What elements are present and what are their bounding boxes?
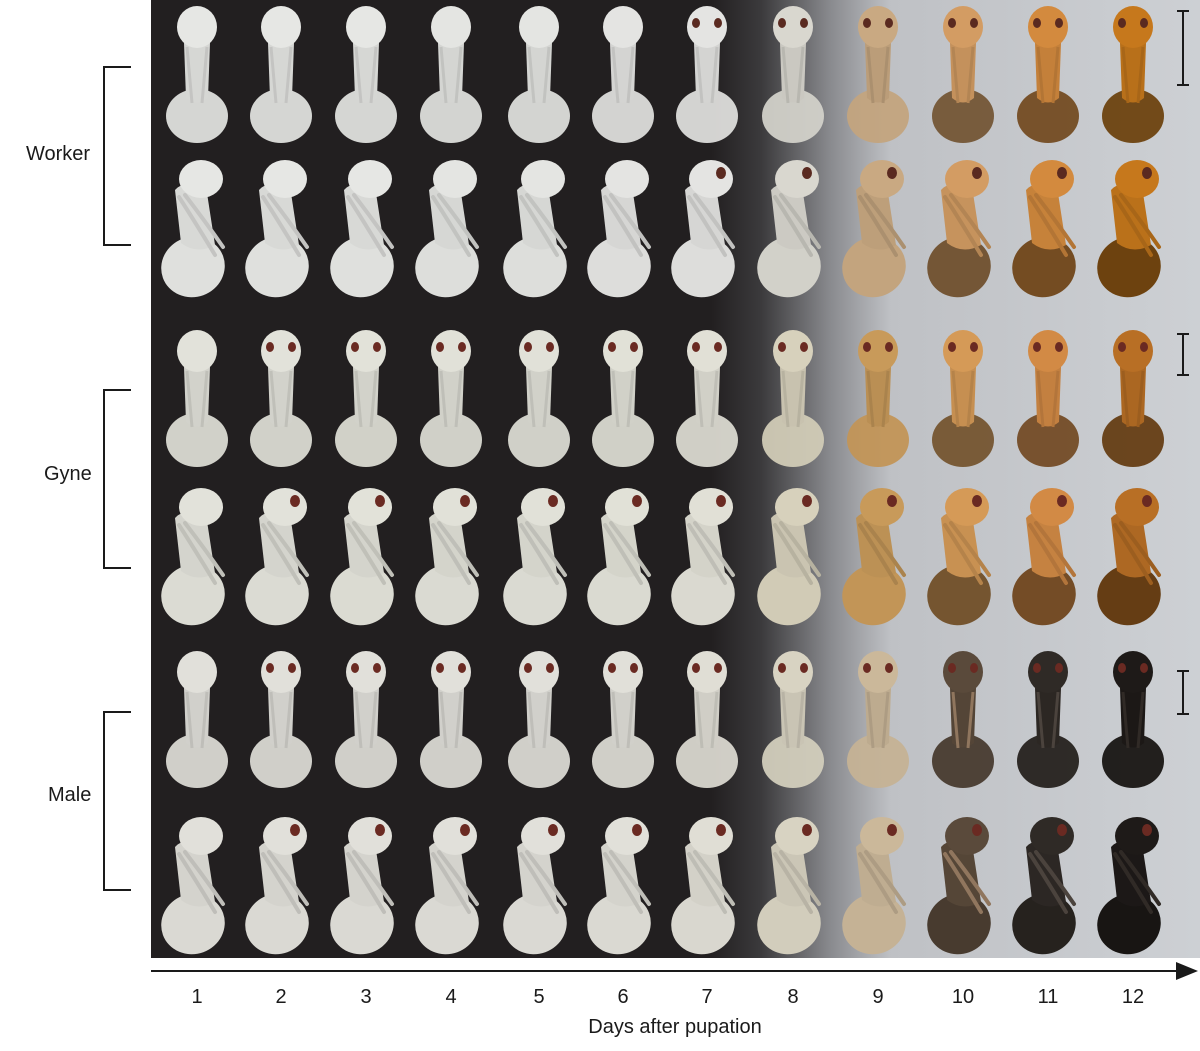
pupa-worker-side-day-4 [415,160,479,298]
x-axis-title: Days after pupation [588,1016,762,1038]
pupa-worker-front-day-1 [166,6,228,143]
pupa-male-front-day-3 [335,651,397,788]
pupa-worker-side-day-2 [245,160,309,298]
pupa-gyne-front-day-4 [420,330,482,467]
day-tick-9: 9 [872,986,884,1008]
day-tick-4: 4 [445,986,457,1008]
pupa-worker-front-day-12 [1102,6,1164,143]
pupa-male-front-day-7 [676,651,738,788]
pupa-gyne-front-day-6 [592,330,654,467]
pupa-male-side-day-4 [415,817,479,955]
pupa-male-front-day-11 [1017,651,1079,788]
pupa-gyne-front-day-12 [1102,330,1164,467]
pupa-male-side-day-11 [1012,817,1076,955]
pupa-gyne-side-day-9 [842,488,906,626]
pupa-male-side-day-10 [927,817,991,955]
time-axis-arrowhead [1176,962,1198,980]
caste-label-worker: Worker [26,143,91,165]
pupa-male-side-day-3 [330,817,394,955]
pupa-gyne-side-day-11 [1012,488,1076,626]
pupa-worker-side-day-3 [330,160,394,298]
pupa-worker-side-day-6 [587,160,651,298]
pupa-worker-side-day-11 [1012,160,1076,298]
day-tick-5: 5 [533,986,545,1008]
pupa-gyne-front-day-10 [932,330,994,467]
pupa-gyne-side-day-7 [671,488,735,626]
caste-label-male: Male [48,784,92,806]
pupa-worker-side-day-7 [671,160,735,298]
day-tick-8: 8 [787,986,799,1008]
pupa-worker-front-day-4 [420,6,482,143]
pupa-worker-side-day-5 [503,160,567,298]
pupa-male-front-day-9 [847,651,909,788]
day-tick-11: 11 [1037,986,1059,1008]
pupa-gyne-side-day-2 [245,488,309,626]
pupa-worker-front-day-10 [932,6,994,143]
pupa-worker-side-day-9 [842,160,906,298]
pupa-gyne-front-day-7 [676,330,738,467]
scale-bar-worker [1177,10,1189,86]
day-tick-1: 1 [191,986,203,1008]
day-tick-12: 12 [1121,986,1145,1008]
pupa-male-front-day-1 [166,651,228,788]
pupa-gyne-side-day-8 [757,488,821,626]
pupa-gyne-front-day-1 [166,330,228,467]
time-axis-line [151,970,1178,972]
pupa-male-side-day-1 [161,817,225,955]
pupa-male-side-day-12 [1097,817,1161,955]
scale-bar-male [1177,670,1189,715]
bracket-gyne [103,389,131,569]
specimen-photo-panel [151,0,1200,958]
day-tick-3: 3 [360,986,372,1008]
pupa-male-front-day-12 [1102,651,1164,788]
pupa-gyne-side-day-10 [927,488,991,626]
pupa-worker-side-day-12 [1097,160,1161,298]
pupa-male-front-day-2 [250,651,312,788]
pupa-gyne-front-day-11 [1017,330,1079,467]
pupa-gyne-front-day-5 [508,330,570,467]
pupa-male-side-day-7 [671,817,735,955]
pupa-gyne-side-day-12 [1097,488,1161,626]
pupa-worker-side-day-10 [927,160,991,298]
pupa-gyne-front-day-8 [762,330,824,467]
pupa-worker-front-day-6 [592,6,654,143]
pupa-worker-front-day-3 [335,6,397,143]
pupa-gyne-side-day-6 [587,488,651,626]
pupa-male-side-day-6 [587,817,651,955]
pupa-male-side-day-5 [503,817,567,955]
pupa-worker-side-day-8 [757,160,821,298]
pupa-gyne-side-day-3 [330,488,394,626]
pupa-worker-front-day-11 [1017,6,1079,143]
bracket-male [103,711,131,891]
pupa-gyne-front-day-9 [847,330,909,467]
pupa-worker-front-day-9 [847,6,909,143]
pupa-worker-front-day-8 [762,6,824,143]
pupa-male-side-day-9 [842,817,906,955]
day-tick-7: 7 [701,986,713,1008]
pupa-male-front-day-6 [592,651,654,788]
bracket-worker [103,66,131,246]
pupa-gyne-side-day-4 [415,488,479,626]
pupa-male-front-day-4 [420,651,482,788]
scale-bar-gyne [1177,333,1189,376]
caste-label-gyne: Gyne [44,463,92,485]
pupa-gyne-side-day-1 [161,488,225,626]
pupa-worker-side-day-1 [161,160,225,298]
pupa-male-side-day-2 [245,817,309,955]
pupa-gyne-front-day-2 [250,330,312,467]
pupa-worker-front-day-2 [250,6,312,143]
day-tick-10: 10 [951,986,975,1008]
pupa-male-front-day-5 [508,651,570,788]
day-tick-6: 6 [617,986,629,1008]
pupa-male-side-day-8 [757,817,821,955]
pupa-male-front-day-10 [932,651,994,788]
pupa-gyne-side-day-5 [503,488,567,626]
pupa-gyne-front-day-3 [335,330,397,467]
day-tick-2: 2 [275,986,287,1008]
pupa-worker-front-day-5 [508,6,570,143]
pupa-worker-front-day-7 [676,6,738,143]
pupa-male-front-day-8 [762,651,824,788]
